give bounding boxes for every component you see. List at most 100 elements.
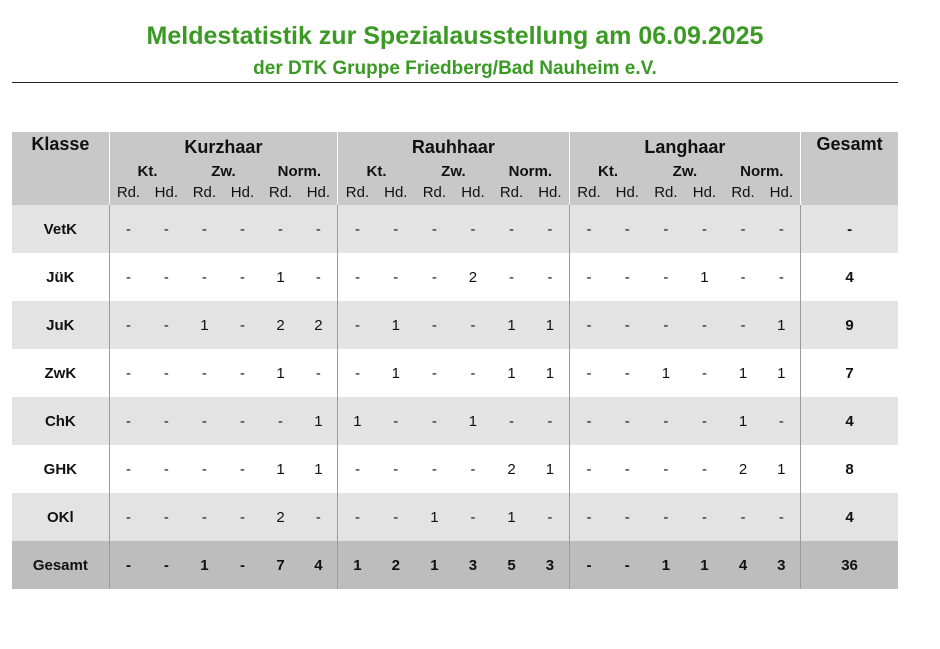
table-cell: -	[376, 493, 415, 541]
table-cell: -	[646, 301, 686, 349]
table-cell: 2	[738, 460, 748, 478]
table-row: ZwK - - - -1- -1- -1 1- -1-1 1 7	[12, 349, 898, 397]
table-cell: -	[261, 205, 300, 253]
table-cell: 1	[391, 364, 400, 382]
page-title: Meldestatistik zur Spezialausstellung am…	[146, 22, 764, 50]
table-cell: -	[491, 397, 532, 445]
sex-header-hd: Hd.	[685, 180, 724, 205]
table-cell: 1	[299, 397, 338, 445]
table-cell: 1	[491, 301, 532, 349]
table-cell: -	[147, 541, 186, 589]
table-cell: 1	[777, 460, 786, 478]
sex-header-hd: Hd.	[762, 180, 801, 205]
table-cell: -	[108, 445, 148, 493]
table-cell: 1	[276, 364, 285, 382]
table-cell: -	[163, 268, 169, 286]
sex-header-hd: Hd.	[299, 180, 338, 205]
table-cell: 3	[453, 541, 492, 589]
sex-header-hd: Hd.	[531, 180, 570, 205]
table-cell: -	[315, 268, 321, 286]
table-cell: -	[223, 541, 262, 589]
table-cell: 1	[545, 364, 555, 382]
table-cell: -	[685, 397, 724, 445]
table-row: ChK - - - - -1 1- -1- - - - - -1-4	[12, 397, 898, 445]
table-cell: -	[261, 397, 300, 445]
table-cell: 1	[314, 460, 323, 478]
table-cell: -	[624, 460, 630, 478]
table-row: VetK - - - - - - - - - - - - - - - - - - -	[12, 205, 898, 253]
subgroup-header: Zw.	[185, 158, 262, 180]
row-label: ChK	[12, 397, 110, 445]
subgroup-header: Kt.	[568, 158, 647, 180]
table-cell: -	[239, 364, 245, 382]
table-cell: -	[414, 301, 454, 349]
sex-header-rd: Rd.	[261, 180, 300, 205]
table-cell: 1	[337, 541, 377, 589]
table-cell: -	[299, 205, 338, 253]
table-cell: -	[453, 205, 492, 253]
table-cell: -	[547, 268, 553, 286]
table-cell: 1	[762, 301, 801, 349]
table-cell: -	[393, 268, 399, 286]
table-cell: -	[337, 301, 377, 349]
table-cell: 1	[646, 541, 686, 589]
table-cell: -	[568, 493, 609, 541]
table-cell: 1	[545, 460, 555, 478]
table-cell: -	[239, 460, 245, 478]
table-cell: -	[470, 460, 476, 478]
table-cell: -	[431, 268, 437, 286]
row-label: GHK	[43, 460, 78, 478]
table-cell: -	[393, 460, 399, 478]
row-total: 7	[800, 349, 898, 397]
subgroup-header: Norm.	[723, 158, 801, 180]
table-cell: -	[315, 364, 321, 382]
table-cell: 1	[700, 268, 709, 286]
table-cell: 2	[507, 460, 516, 478]
table-cell: -	[723, 493, 763, 541]
table-cell: -	[299, 493, 338, 541]
table-cell: 1	[185, 541, 224, 589]
table-cell: -	[414, 205, 454, 253]
table-cell: 1	[185, 301, 224, 349]
sex-header-hd: Hd.	[223, 180, 262, 205]
table-cell: -	[608, 397, 647, 445]
table-cell: -	[185, 397, 224, 445]
sex-header-row: Rd. Hd. Rd. Hd. Rd. Hd. Rd. Hd. Rd. Hd. Rd. Hd. Rd. H…	[12, 180, 898, 205]
sex-header-rd: Rd.	[185, 180, 224, 205]
row-label: ZwK	[44, 364, 77, 382]
table-cell: 1	[491, 493, 532, 541]
table-cell: -	[223, 205, 262, 253]
table-cell: -	[568, 205, 609, 253]
row-total: 36	[800, 541, 898, 589]
table-cell: -	[201, 460, 207, 478]
table-cell: -	[568, 445, 609, 493]
subgroup-header: Norm.	[491, 158, 570, 180]
table-cell: -	[223, 301, 262, 349]
registration-statistics-table: Klasse Kurzhaar Rauhhaar Langhaar Gesamt…	[12, 132, 898, 589]
table-cell: 2	[468, 268, 478, 286]
table-cell: -	[337, 493, 377, 541]
table-cell: -	[431, 460, 437, 478]
table-cell: -	[568, 349, 609, 397]
row-total: -	[800, 205, 898, 253]
subgroup-header-row: Kt. Zw. Norm. Kt. Zw. Norm. Kt. Zw. Norm.	[12, 158, 898, 180]
table-cell: 1	[337, 397, 377, 445]
table-cell: 4	[299, 541, 338, 589]
table-cell: -	[108, 205, 148, 253]
table-cell: 4	[723, 541, 763, 589]
table-cell: -	[646, 493, 686, 541]
page-subtitle: der DTK Gruppe Friedberg/Bad Nauheim e.V…	[253, 58, 657, 79]
table-cell: 7	[261, 541, 300, 589]
table-cell: -	[568, 397, 609, 445]
table-cell: 2	[299, 301, 338, 349]
sex-header-hd: Hd.	[376, 180, 415, 205]
table-cell: -	[701, 460, 707, 478]
table-cell: -	[624, 364, 630, 382]
table-total-row: Gesamt - -1-7 4 1 2 1 3 5 3- -1 1 4 3 36	[12, 541, 898, 589]
table-cell: -	[568, 301, 609, 349]
sex-header-rd: Rd.	[108, 180, 148, 205]
table-cell: -	[108, 541, 148, 589]
table-cell: -	[663, 460, 669, 478]
table-cell: -	[685, 301, 724, 349]
table-cell: -	[740, 268, 746, 286]
